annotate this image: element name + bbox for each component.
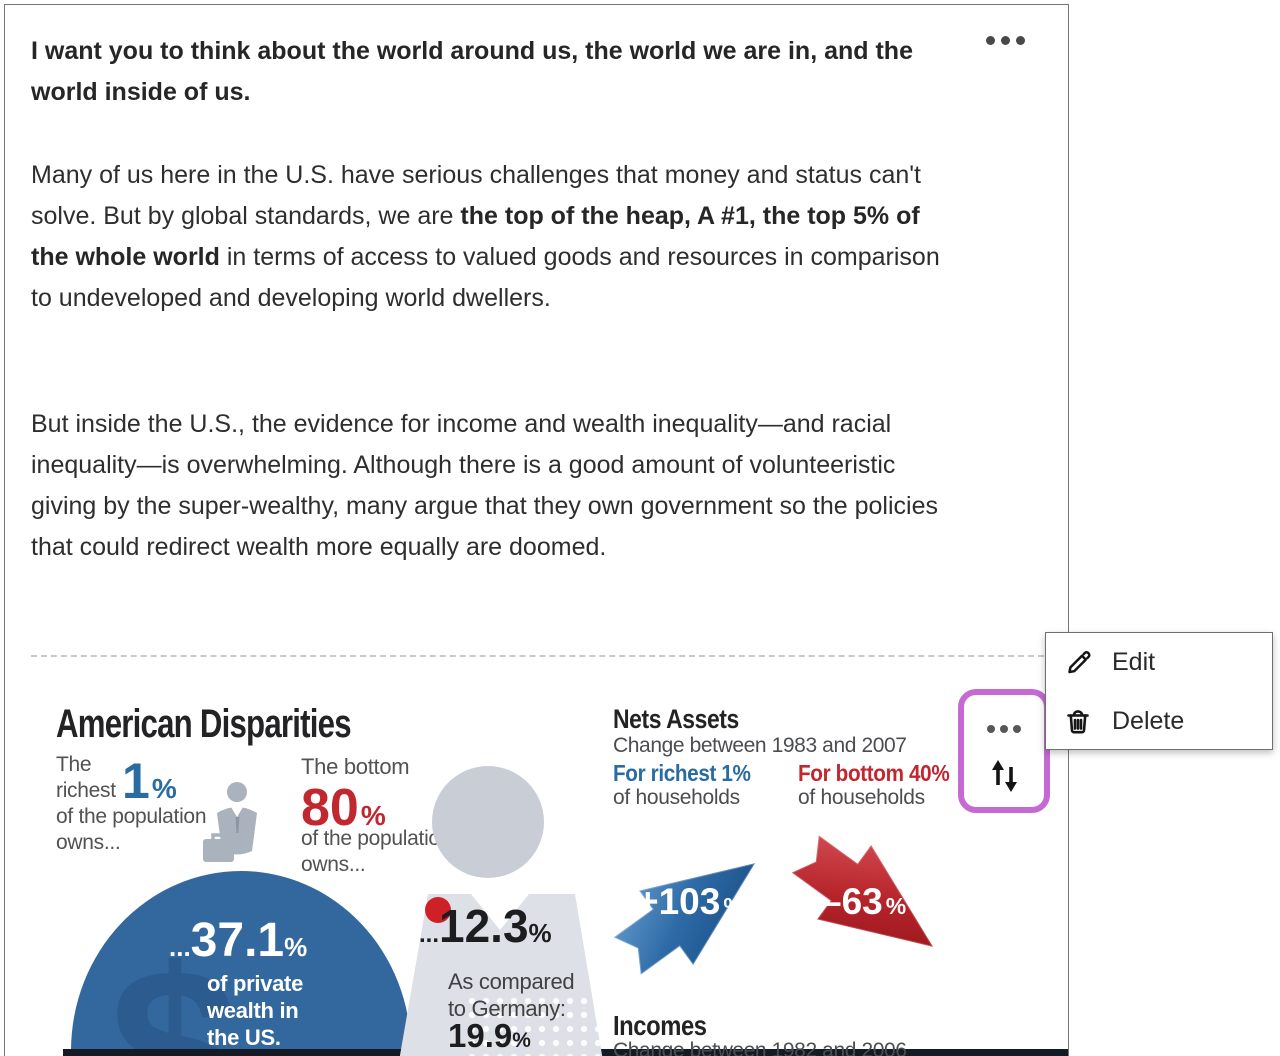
context-menu: Edit Delete <box>1045 632 1273 750</box>
incomes-subheading: Change between 1982 and 2006 <box>613 1039 907 1056</box>
net-assets-heading: Nets Assets <box>613 704 739 734</box>
bottom-label-1: The bottom <box>301 754 410 779</box>
ellipsis-icon <box>983 35 1028 45</box>
net-assets-richest-sub: of households <box>613 786 740 809</box>
wealth-dome-graphic: $ ...37.1% of private wealth in the US. <box>71 871 411 1056</box>
dollar-watermark: $ <box>109 919 240 1056</box>
image-options-ellipsis-button[interactable] <box>974 712 1034 746</box>
selected-block-controls <box>958 689 1050 813</box>
ellipsis-icon <box>985 725 1024 733</box>
up-down-arrows-icon <box>992 760 1017 792</box>
bottom-label-2: of the population <box>301 827 452 850</box>
incomes-heading: Incomes <box>613 1010 707 1041</box>
p2-text-post: in terms of access to valued goods and r… <box>31 243 940 312</box>
richest-change-value: +103% <box>637 881 744 922</box>
gray-circle-graphic <box>432 766 544 878</box>
move-block-button[interactable] <box>974 759 1034 793</box>
net-assets-bottom-sub: of households <box>798 786 925 809</box>
block-options-ellipsis-button[interactable] <box>977 27 1033 53</box>
menu-item-edit[interactable]: Edit <box>1046 633 1272 692</box>
net-assets-richest-label: For richest 1% <box>613 760 751 786</box>
blue-up-arrow-graphic <box>611 861 758 977</box>
wealth-dome-caption: of private wealth in the US. <box>207 971 304 1050</box>
businessman-icon <box>203 782 257 862</box>
paragraph-inequality: But inside the U.S., the evidence for in… <box>31 410 938 561</box>
white-dots-pattern <box>465 994 600 1056</box>
red-down-arrow-graphic <box>789 833 936 949</box>
infographic-title: American Disparities <box>56 702 352 746</box>
germany-value: 19.9% <box>448 1017 531 1054</box>
menu-item-label: Edit <box>1112 648 1156 676</box>
germany-us-value: ...12.3% <box>419 900 552 952</box>
germany-caption: As compared to Germany: <box>448 969 575 1021</box>
block-divider-dashed <box>31 655 1044 657</box>
net-assets-subheading: Change between 1983 and 2007 <box>613 734 907 757</box>
trash-icon <box>1067 709 1089 733</box>
p2-text-bold: the top of the heap, A #1, the top 5% of… <box>31 202 920 271</box>
p2-text-pre: Many of us here in the U.S. have serious… <box>31 161 922 230</box>
menu-item-delete[interactable]: Delete <box>1046 692 1272 751</box>
content-block-card: I want you to think about the world arou… <box>4 4 1069 1056</box>
richest-value: 1% <box>122 753 177 809</box>
american-disparities-infographic: American Disparities The richest of the … <box>5 5 1068 1056</box>
paragraph-intro: I want you to think about the world arou… <box>31 37 913 106</box>
menu-item-label: Delete <box>1112 707 1185 735</box>
paragraph-global-standards: Many of us here in the U.S. have serious… <box>31 155 947 319</box>
pencil-icon <box>1068 650 1091 673</box>
bottom-label-3: owns... <box>301 853 366 876</box>
red-dot-graphic <box>425 897 451 923</box>
wealth-dome-value: ...37.1% <box>169 914 308 967</box>
richest-label: The richest of the population owns... <box>56 753 207 854</box>
bottom-value: 80% <box>301 779 386 837</box>
net-assets-bottom-label: For bottom 40% <box>798 760 950 786</box>
bottom-change-value: –63% <box>821 881 907 922</box>
